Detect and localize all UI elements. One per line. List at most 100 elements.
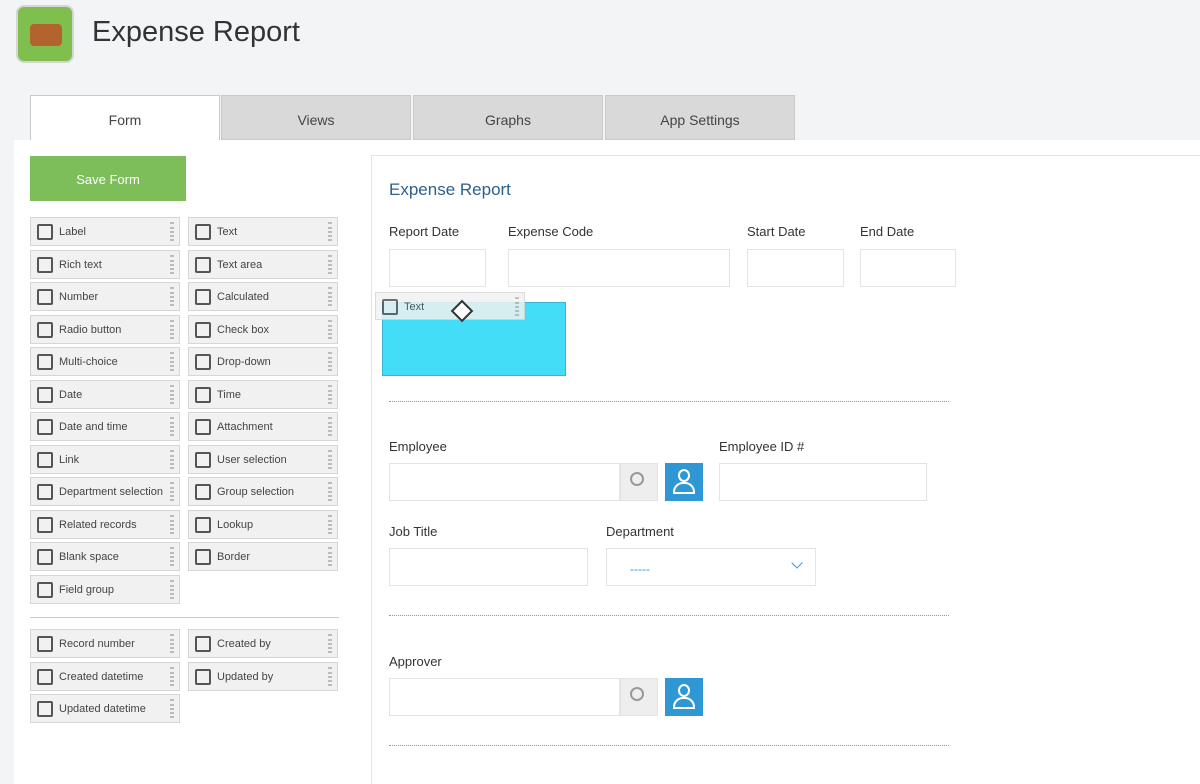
palette-item[interactable]: Border: [188, 542, 338, 571]
field-icon: [37, 581, 53, 598]
palette-item[interactable]: Field group: [30, 574, 180, 604]
drag-handle: [328, 254, 332, 274]
field-icon: [37, 636, 53, 652]
palette-item[interactable]: User selection: [188, 444, 338, 474]
dragged-field[interactable]: Text: [375, 292, 525, 320]
palette-item[interactable]: Multi-choice: [30, 347, 180, 376]
palette-item[interactable]: Text: [188, 217, 338, 246]
drag-handle: [328, 352, 332, 371]
palette-item[interactable]: Related records: [30, 509, 180, 539]
row-divider: [389, 745, 949, 746]
field-icon: [195, 386, 211, 403]
palette-item[interactable]: Text area: [188, 249, 338, 279]
chip-label: Radio button: [59, 323, 122, 336]
text-input[interactable]: [747, 249, 844, 287]
drag-handle: [170, 319, 174, 339]
field-label: Department: [606, 524, 674, 539]
drag-handle: [328, 634, 332, 653]
system-field[interactable]: Created datetime: [30, 661, 180, 691]
text-input[interactable]: [860, 249, 956, 287]
field-label: Approver: [389, 654, 442, 669]
drag-handle: [170, 634, 174, 653]
chip-label: Attachment: [217, 421, 273, 433]
text-input[interactable]: [389, 463, 620, 501]
field-label: Report Date: [389, 224, 460, 239]
drag-handle: [328, 417, 332, 436]
palette-item[interactable]: Check box: [188, 314, 338, 344]
palette-item[interactable]: Department selection: [30, 477, 180, 506]
system-field[interactable]: Record number: [30, 629, 180, 658]
app-icon: [16, 5, 74, 63]
palette-item[interactable]: Blank space: [30, 542, 180, 571]
palette-item[interactable]: Rich text: [30, 249, 180, 279]
wallet-icon: [30, 24, 62, 46]
field-icon: [195, 516, 211, 533]
user-icon-head: [678, 469, 690, 482]
chip-label: Text area: [217, 258, 263, 271]
palette-item[interactable]: Group selection: [188, 477, 338, 506]
chip-label: Text: [217, 226, 238, 238]
chip-label: Department selection: [59, 486, 163, 498]
palette-item[interactable]: Number: [30, 282, 180, 311]
palette-item[interactable]: Lookup: [188, 509, 338, 539]
text-input[interactable]: [719, 463, 927, 501]
search-button[interactable]: [620, 463, 658, 501]
user-button[interactable]: [665, 463, 703, 501]
palette-item[interactable]: Drop-down: [188, 347, 338, 376]
dropdown[interactable]: -----: [606, 548, 816, 586]
drag-handle: [170, 482, 174, 501]
chip-label: Rich text: [59, 258, 102, 271]
chip-label: Number: [59, 291, 99, 303]
user-button[interactable]: [665, 678, 703, 716]
palette-item[interactable]: Link: [30, 444, 180, 474]
user-icon-body: [673, 697, 695, 709]
drag-handle: [170, 579, 174, 599]
tab[interactable]: Graphs: [413, 95, 603, 140]
palette-item[interactable]: Date: [30, 379, 180, 409]
drag-handle: [328, 319, 332, 339]
chip-label: Related records: [59, 518, 137, 531]
system-field[interactable]: Created by: [188, 629, 338, 658]
form-title: Expense Report: [389, 180, 511, 199]
chip-label: Created datetime: [59, 670, 144, 683]
drag-handle: [170, 699, 174, 718]
tab[interactable]: Views: [221, 95, 411, 140]
palette-item[interactable]: Radio button: [30, 314, 180, 344]
drag-handle: [170, 417, 174, 436]
chip-label: Record number: [59, 638, 135, 650]
text-input[interactable]: [389, 548, 588, 586]
chip-label: Updated by: [217, 670, 274, 683]
drag-handle: [170, 384, 174, 404]
field-label: Job Title: [389, 524, 438, 539]
search-button[interactable]: [620, 678, 658, 716]
chip-label: Time: [217, 388, 242, 401]
palette-item[interactable]: Label: [30, 217, 180, 246]
user-icon-head: [678, 684, 690, 697]
palette-item[interactable]: Date and time: [30, 412, 180, 441]
field-icon: [37, 549, 53, 565]
tab[interactable]: App Settings: [605, 95, 795, 140]
field-icon: [195, 321, 211, 338]
palette-item[interactable]: Attachment: [188, 412, 338, 441]
tab[interactable]: Form: [30, 95, 220, 140]
palette-item[interactable]: Time: [188, 379, 338, 409]
field-icon: [195, 224, 211, 240]
drag-handle: [170, 287, 174, 306]
field-icon: [37, 419, 53, 435]
system-field[interactable]: Updated datetime: [30, 694, 180, 723]
system-field[interactable]: Updated by: [188, 661, 338, 691]
text-input[interactable]: [389, 678, 620, 716]
field-icon: [195, 636, 211, 652]
drag-handle: [170, 547, 174, 566]
text-input[interactable]: [508, 249, 730, 287]
drag-handle: [170, 666, 174, 686]
chip-label: Lookup: [217, 518, 254, 531]
field-icon: [37, 289, 53, 305]
chip-label: Date: [59, 388, 83, 401]
field-icon: [37, 516, 53, 533]
drag-handle: [328, 482, 332, 501]
save-button[interactable]: Save Form: [30, 156, 186, 201]
text-input[interactable]: [389, 249, 486, 287]
palette-item[interactable]: Calculated: [188, 282, 338, 311]
